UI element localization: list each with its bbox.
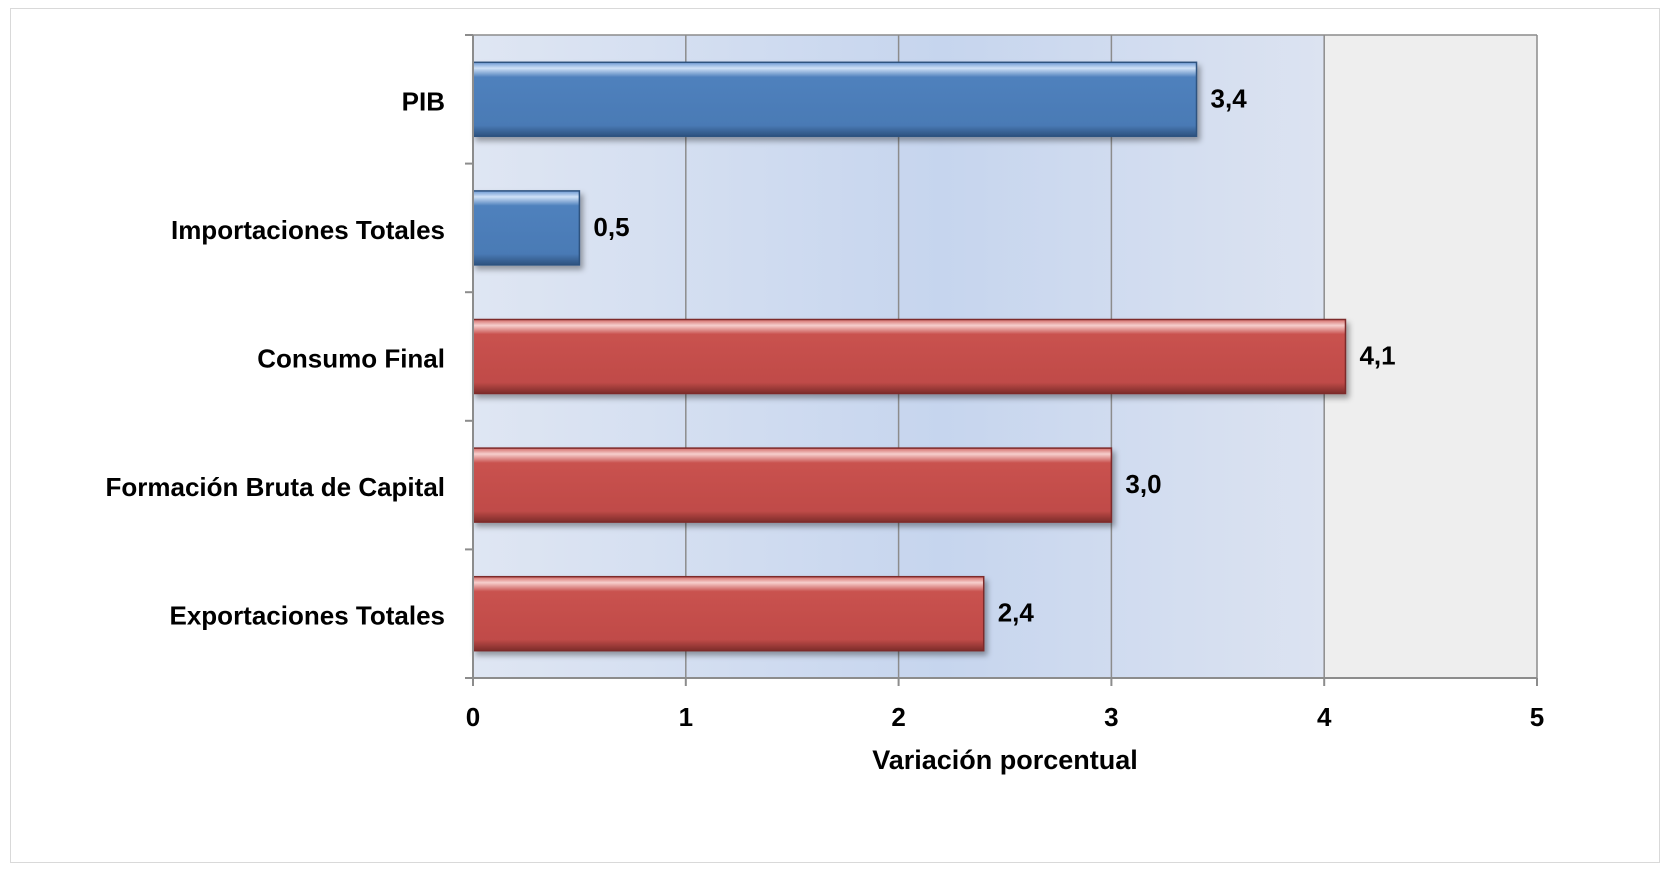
bar	[472, 190, 581, 266]
data-label: 4,1	[1359, 341, 1395, 371]
chart-frame: 3,4 PIB 0,5 Importaciones Totales 4,1 Consumo…	[10, 8, 1660, 863]
x-tick-label: 4	[1317, 702, 1332, 732]
axes	[465, 34, 1538, 686]
category-label: Importaciones Totales	[171, 215, 445, 245]
data-label: 2,4	[998, 598, 1035, 628]
x-tick-label: 3	[1104, 702, 1118, 732]
x-tick-label: 2	[891, 702, 905, 732]
category-label: PIB	[402, 86, 445, 116]
category-label: Formación Bruta de Capital	[106, 472, 446, 502]
bar	[472, 318, 1347, 395]
x-tick-label: 1	[679, 702, 693, 732]
data-label: 3,4	[1211, 83, 1248, 113]
bars	[472, 61, 1347, 652]
bar	[472, 575, 985, 652]
plot-background-end	[1324, 35, 1537, 678]
labels: 3,4 PIB 0,5 Importaciones Totales 4,1 Consumo…	[106, 83, 1545, 732]
data-label: 0,5	[593, 212, 629, 242]
data-label: 3,0	[1125, 469, 1161, 499]
category-label: Consumo Final	[257, 344, 445, 374]
bar	[472, 61, 1198, 138]
category-label: Exportaciones Totales	[170, 601, 446, 631]
bar	[472, 447, 1113, 523]
x-axis-title: Variación porcentual	[872, 745, 1138, 775]
x-tick-label: 0	[466, 702, 480, 732]
bar-chart: 3,4 PIB 0,5 Importaciones Totales 4,1 Consumo…	[106, 34, 1545, 775]
x-tick-label: 5	[1530, 702, 1544, 732]
